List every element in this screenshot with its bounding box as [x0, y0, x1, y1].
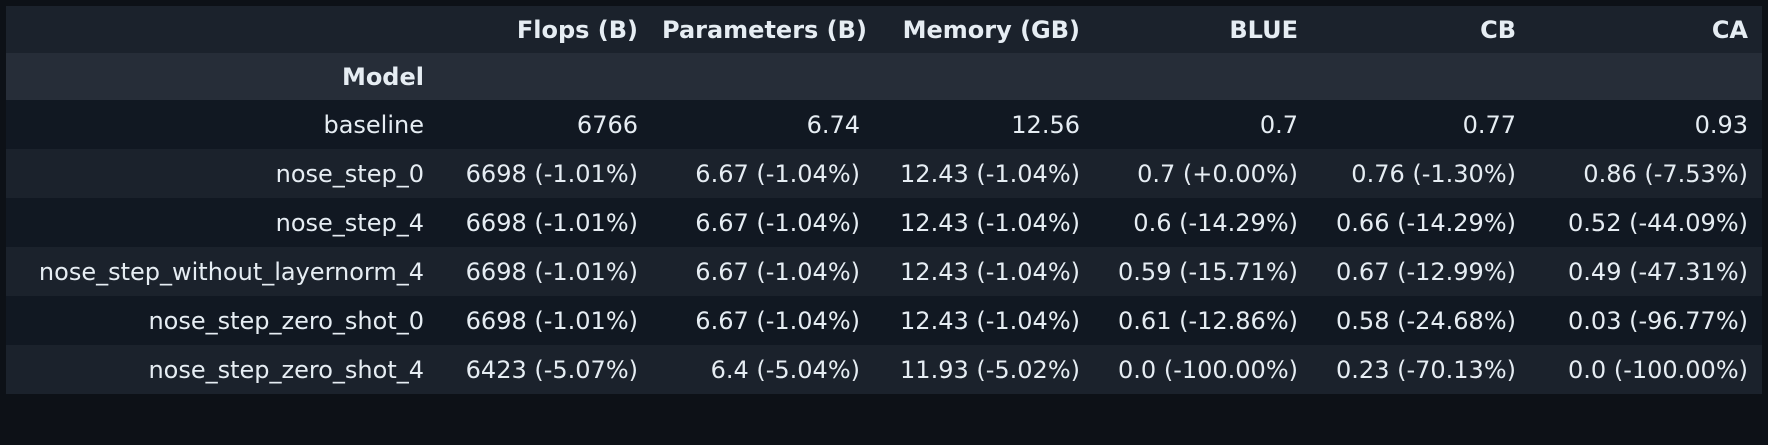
cell-ca: 0.0 (-100.00%) [1530, 345, 1762, 394]
column-header-cb: CB [1312, 6, 1530, 53]
cell-blue: 0.7 [1094, 100, 1312, 149]
index-header-blank [652, 53, 874, 100]
index-header-blank [1312, 53, 1530, 100]
table-row: baseline 6766 6.74 12.56 0.7 0.77 0.93 [6, 100, 1762, 149]
cell-memory: 11.93 (-5.02%) [874, 345, 1094, 394]
index-header-row: Model [6, 53, 1762, 100]
cell-flops: 6698 (-1.01%) [438, 247, 652, 296]
cell-memory: 12.43 (-1.04%) [874, 198, 1094, 247]
cell-blue: 0.6 (-14.29%) [1094, 198, 1312, 247]
column-header-blue: BLUE [1094, 6, 1312, 53]
cell-blue: 0.59 (-15.71%) [1094, 247, 1312, 296]
index-name-header: Model [6, 53, 438, 100]
cell-parameters: 6.67 (-1.04%) [652, 247, 874, 296]
cell-memory: 12.56 [874, 100, 1094, 149]
row-label: nose_step_zero_shot_0 [6, 296, 438, 345]
row-label: nose_step_4 [6, 198, 438, 247]
cell-parameters: 6.74 [652, 100, 874, 149]
cell-blue: 0.0 (-100.00%) [1094, 345, 1312, 394]
table-row: nose_step_4 6698 (-1.01%) 6.67 (-1.04%) … [6, 198, 1762, 247]
row-label: baseline [6, 100, 438, 149]
index-header-blank [1530, 53, 1762, 100]
column-header-flops: Flops (B) [438, 6, 652, 53]
cell-cb: 0.77 [1312, 100, 1530, 149]
column-header-parameters: Parameters (B) [652, 6, 874, 53]
cell-blue: 0.7 (+0.00%) [1094, 149, 1312, 198]
cell-cb: 0.66 (-14.29%) [1312, 198, 1530, 247]
cell-memory: 12.43 (-1.04%) [874, 247, 1094, 296]
cell-flops: 6423 (-5.07%) [438, 345, 652, 394]
index-header-blank [874, 53, 1094, 100]
cell-ca: 0.93 [1530, 100, 1762, 149]
table-row: nose_step_without_layernorm_4 6698 (-1.0… [6, 247, 1762, 296]
row-label: nose_step_zero_shot_4 [6, 345, 438, 394]
column-header-ca: CA [1530, 6, 1762, 53]
column-header-row: Flops (B) Parameters (B) Memory (GB) BLU… [6, 6, 1762, 53]
cell-parameters: 6.67 (-1.04%) [652, 296, 874, 345]
cell-ca: 0.52 (-44.09%) [1530, 198, 1762, 247]
cell-memory: 12.43 (-1.04%) [874, 149, 1094, 198]
cell-ca: 0.03 (-96.77%) [1530, 296, 1762, 345]
cell-memory: 12.43 (-1.04%) [874, 296, 1094, 345]
cell-parameters: 6.67 (-1.04%) [652, 198, 874, 247]
cell-blue: 0.61 (-12.86%) [1094, 296, 1312, 345]
index-header-blank [1094, 53, 1312, 100]
cell-flops: 6698 (-1.01%) [438, 198, 652, 247]
row-label: nose_step_without_layernorm_4 [6, 247, 438, 296]
cell-flops: 6766 [438, 100, 652, 149]
index-header-blank [438, 53, 652, 100]
row-label: nose_step_0 [6, 149, 438, 198]
table-row: nose_step_0 6698 (-1.01%) 6.67 (-1.04%) … [6, 149, 1762, 198]
cell-flops: 6698 (-1.01%) [438, 149, 652, 198]
cell-cb: 0.67 (-12.99%) [1312, 247, 1530, 296]
cell-cb: 0.23 (-70.13%) [1312, 345, 1530, 394]
cell-cb: 0.58 (-24.68%) [1312, 296, 1530, 345]
table-row: nose_step_zero_shot_4 6423 (-5.07%) 6.4 … [6, 345, 1762, 394]
table-row: nose_step_zero_shot_0 6698 (-1.01%) 6.67… [6, 296, 1762, 345]
results-table: Flops (B) Parameters (B) Memory (GB) BLU… [6, 6, 1762, 394]
cell-ca: 0.86 (-7.53%) [1530, 149, 1762, 198]
column-header-memory: Memory (GB) [874, 6, 1094, 53]
cell-flops: 6698 (-1.01%) [438, 296, 652, 345]
corner-header [6, 6, 438, 53]
cell-ca: 0.49 (-47.31%) [1530, 247, 1762, 296]
cell-parameters: 6.4 (-5.04%) [652, 345, 874, 394]
cell-cb: 0.76 (-1.30%) [1312, 149, 1530, 198]
cell-parameters: 6.67 (-1.04%) [652, 149, 874, 198]
